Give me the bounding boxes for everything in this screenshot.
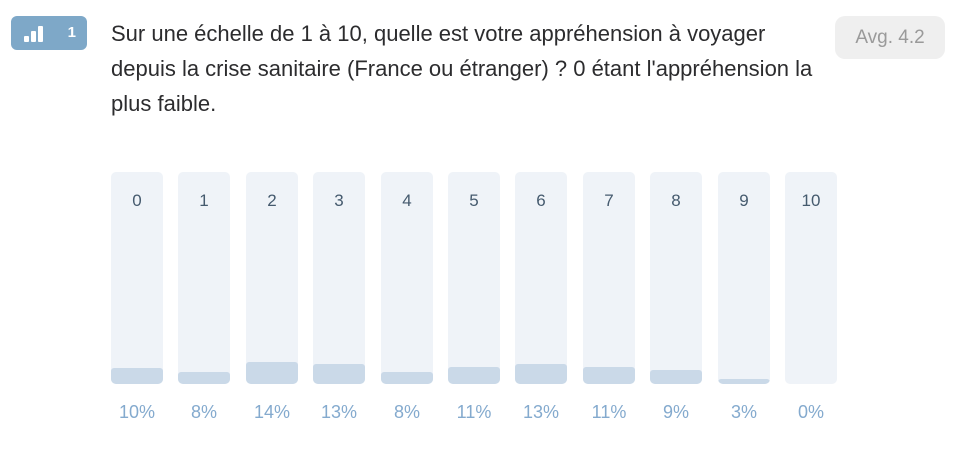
bar-fill-2	[246, 362, 298, 384]
bar-fill-8	[650, 370, 702, 384]
bar-fill-7	[583, 367, 635, 384]
bar-option-5[interactable]: 5	[448, 172, 500, 384]
bar-option-label: 7	[604, 191, 614, 210]
bar-option-8[interactable]: 8	[650, 172, 702, 384]
bar-option-label: 8	[671, 191, 681, 210]
bar-option-1[interactable]: 1	[178, 172, 230, 384]
bar-option-2[interactable]: 2	[246, 172, 298, 384]
average-badge: Avg. 4.2	[835, 16, 945, 59]
bar-chart-icon	[24, 26, 43, 42]
bar-percent-label: 3%	[730, 402, 757, 422]
question-badge: 1	[11, 16, 87, 50]
bar-percent-label: 8%	[393, 402, 420, 422]
bar-option-10[interactable]: 10	[785, 172, 837, 384]
bar-percent-label: 13%	[320, 402, 358, 422]
bar-fill-5	[448, 367, 500, 384]
bar-option-7[interactable]: 7	[583, 172, 635, 384]
question-text: Sur une échelle de 1 à 10, quelle est vo…	[111, 21, 813, 116]
bar-option-label: 6	[536, 191, 546, 210]
bar-percent-label: 9%	[662, 402, 689, 422]
bar-fill-1	[178, 372, 230, 384]
bar-option-label: 3	[334, 191, 344, 210]
bar-option-label: 5	[469, 191, 479, 210]
bar-option-label: 9	[739, 191, 749, 210]
bar-fill-0	[111, 368, 163, 384]
bar-option-0[interactable]: 0	[111, 172, 163, 384]
bar-option-label: 2	[267, 191, 277, 210]
bar-option-label: 4	[402, 191, 412, 210]
bar-percent-label: 11%	[591, 402, 627, 422]
bar-percent-label: 13%	[522, 402, 560, 422]
bar-fill-3	[313, 364, 365, 384]
bar-option-label: 0	[132, 191, 142, 210]
bar-option-9[interactable]: 9	[718, 172, 770, 384]
bar-percent-label: 10%	[118, 402, 156, 422]
bar-percent-label: 0%	[797, 402, 824, 422]
bar-fill-9	[718, 379, 770, 384]
bar-option-label: 1	[199, 191, 209, 210]
bar-option-label: 10	[801, 191, 821, 210]
question-number: 1	[67, 24, 76, 41]
bar-option-4[interactable]: 4	[381, 172, 433, 384]
bar-fill-6	[515, 364, 567, 384]
bar-percent-label: 14%	[253, 402, 291, 422]
bar-option-6[interactable]: 6	[515, 172, 567, 384]
bar-percent-label: 8%	[190, 402, 217, 422]
bar-percent-label: 11%	[456, 402, 492, 422]
bar-option-3[interactable]: 3	[313, 172, 365, 384]
bar-fill-4	[381, 372, 433, 384]
